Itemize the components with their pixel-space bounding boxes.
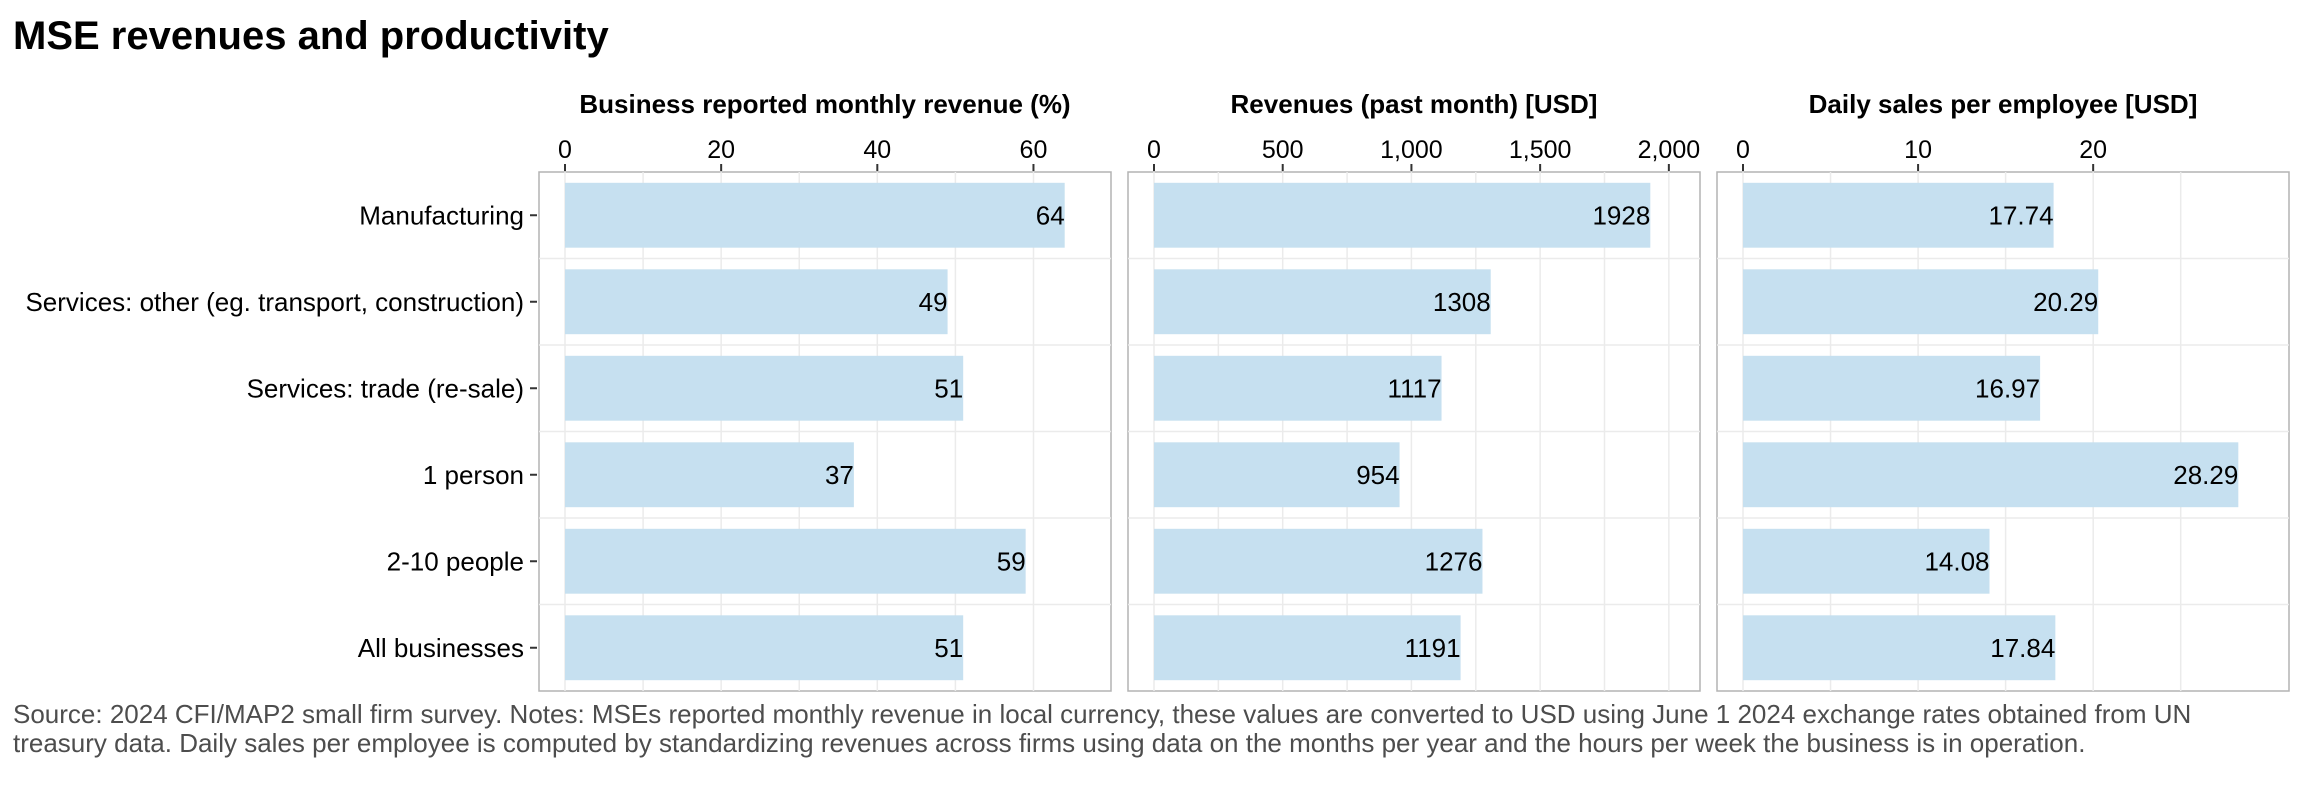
bar-all-businesses [1743,615,2056,681]
bar-manufacturing [565,182,1065,248]
value-label-services-trade-re-sale: 51 [934,373,963,403]
bar-services-trade-re-sale [1154,355,1442,421]
bar-services-trade-re-sale [565,355,964,421]
x-tick-label: 2,000 [1638,136,1701,164]
bar-2-10-people [565,528,1026,594]
page-title: MSE revenues and productivity [13,14,609,58]
bar-all-businesses [565,615,964,681]
value-label-2-10-people: 14.08 [1924,546,1989,576]
value-label-1-person: 28.29 [2173,460,2238,490]
x-tick-label: 20 [707,136,735,164]
gridlines [1717,172,2289,691]
value-label-1-person: 954 [1356,460,1399,490]
x-tick-label: 20 [2079,136,2107,164]
x-tick-label: 60 [1020,136,1048,164]
value-label-manufacturing: 64 [1036,200,1065,230]
value-label-all-businesses: 1191 [1405,633,1461,663]
panel-title: Business reported monthly revenue (%) [579,89,1070,119]
x-tick-label: 0 [558,136,572,164]
value-label-1-person: 37 [825,460,854,490]
value-label-all-businesses: 51 [934,633,963,663]
chart-area: Business reported monthly revenue (%)0 20… [25,89,2290,692]
category-label-1-person: 1 person [423,460,524,490]
bar-1-person [1154,442,1400,508]
bar-services-other-eg-transport-construction [565,269,948,335]
panel-title: Revenues (past month) [USD] [1231,89,1598,119]
gridlines [1128,172,1700,691]
value-label-all-businesses: 17.84 [1990,633,2055,663]
x-tick-label: 500 [1262,136,1304,164]
value-label-services-trade-re-sale: 1117 [1388,373,1442,403]
bar-2-10-people [1154,528,1483,594]
x-tick-label: 0 [1736,136,1750,164]
x-tick-label: 1,500 [1509,136,1572,164]
bar-manufacturing [1743,182,2054,248]
bar-services-other-eg-transport-construction [1743,269,2099,335]
value-label-services-other-eg-transport-construction: 20.29 [2033,287,2098,317]
category-label-all-businesses: All businesses [358,633,524,663]
panel-1: Business reported monthly revenue (%)0 20… [538,89,1112,692]
category-label-services-trade-re-sale: Services: trade (re-sale) [247,373,524,403]
x-tick-label: 0 [1147,136,1161,164]
value-label-services-other-eg-transport-construction: 1308 [1433,287,1491,317]
category-label-manufacturing: Manufacturing [359,200,524,230]
x-tick-label: 1,000 [1380,136,1443,164]
x-tick-label: 40 [863,136,891,164]
value-label-2-10-people: 59 [997,546,1026,576]
panel-2: Revenues (past month) [USD] 0 500 1,000 1,50… [1127,89,1701,692]
chart-panels: Business reported monthly revenue (%)0 20… [538,89,2290,692]
bar-manufacturing [1154,182,1651,248]
panel-title: Daily sales per employee [USD] [1809,89,2198,119]
value-label-manufacturing: 17.74 [1989,200,2054,230]
bar-1-person [565,442,854,508]
source-caption: Source: 2024 CFI/MAP2 small firm survey.… [13,699,2192,758]
bar-2-10-people [1743,528,1990,594]
category-label-2-10-people: 2-10 people [387,546,524,576]
value-label-manufacturing: 1928 [1592,200,1650,230]
bar-1-person [1743,442,2239,508]
bar-services-other-eg-transport-construction [1154,269,1491,335]
bar-services-trade-re-sale [1743,355,2041,421]
value-label-services-trade-re-sale: 16.97 [1975,373,2040,403]
bar-all-businesses [1154,615,1461,681]
x-tick-label: 10 [1904,136,1932,164]
value-label-2-10-people: 1276 [1425,546,1483,576]
value-label-services-other-eg-transport-construction: 49 [919,287,948,317]
category-axis: Manufacturing Services: other (eg. transp… [25,200,537,663]
category-label-services-other-eg-transport-construction: Services: other (eg. transport, construc… [25,287,524,317]
gridlines [539,172,1111,691]
panel-3: Daily sales per employee [USD] 0 10 20 17.74… [1716,89,2290,692]
